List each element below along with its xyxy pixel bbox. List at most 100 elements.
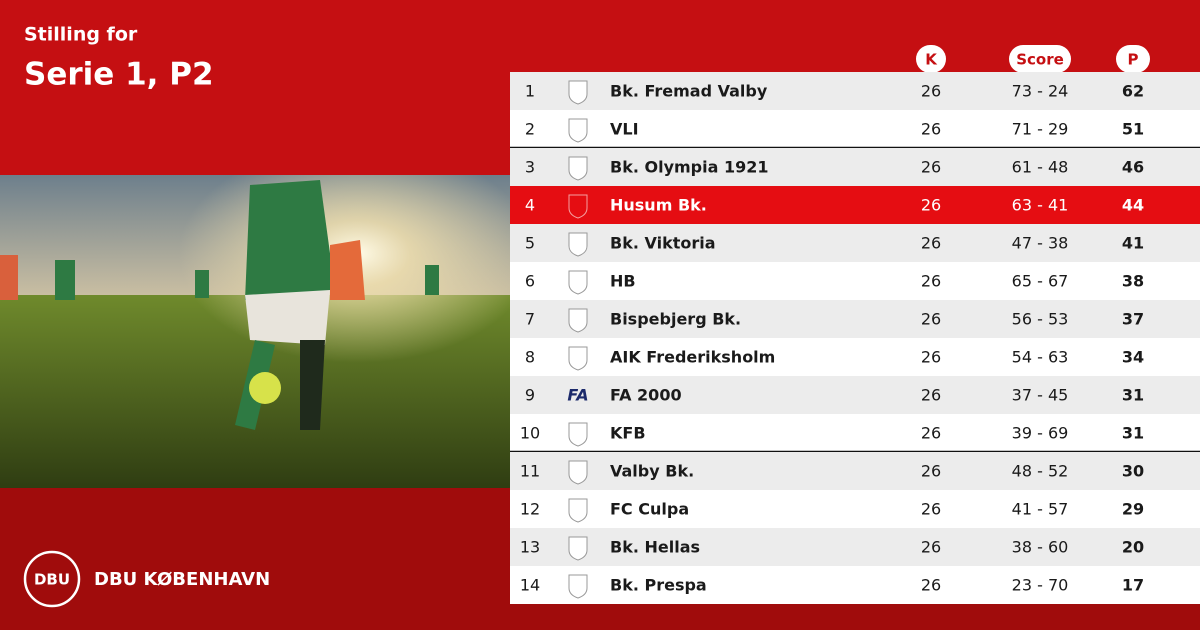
row-background xyxy=(510,72,1200,110)
score: 56 - 53 xyxy=(1012,310,1069,329)
team-name: Bk. Prespa xyxy=(610,576,707,595)
score: 38 - 60 xyxy=(1012,538,1069,557)
club-crest xyxy=(568,156,588,181)
column-pill xyxy=(916,45,946,73)
team-name: Bk. Viktoria xyxy=(610,234,716,253)
score: 71 - 29 xyxy=(1012,120,1069,139)
rank: 12 xyxy=(520,500,540,519)
rank: 8 xyxy=(525,348,535,367)
points: 17 xyxy=(1122,576,1144,595)
team-name: Valby Bk. xyxy=(610,462,694,481)
matches: 26 xyxy=(921,196,941,215)
row-background xyxy=(510,490,1200,528)
score: 65 - 67 xyxy=(1012,272,1069,291)
logo: DBU xyxy=(34,571,70,589)
rank: 6 xyxy=(525,272,535,291)
matches: 26 xyxy=(921,272,941,291)
rank: 2 xyxy=(525,120,535,139)
rank: 1 xyxy=(525,82,535,101)
points: 46 xyxy=(1122,158,1144,177)
matches: 26 xyxy=(921,462,941,481)
score: 48 - 52 xyxy=(1012,462,1069,481)
photo xyxy=(0,175,510,488)
matches: 26 xyxy=(921,538,941,557)
club-crest xyxy=(568,118,588,143)
table-row: 9 FA FA 2000 26 37 - 45 31 xyxy=(510,376,1200,414)
club-crest xyxy=(568,270,588,295)
table-row: 1 Bk. Fremad Valby 26 73 - 24 62 xyxy=(510,72,1200,110)
points: 29 xyxy=(1122,500,1144,519)
rank: 13 xyxy=(520,538,540,557)
brand-name: DBU KØBENHAVN xyxy=(94,569,270,590)
club-crest xyxy=(568,308,588,333)
score: 63 - 41 xyxy=(1012,196,1069,215)
points: 31 xyxy=(1122,424,1144,443)
column-header: Score xyxy=(1016,51,1064,69)
club-crest xyxy=(568,194,588,219)
table-row: 3 Bk. Olympia 1921 26 61 - 48 46 xyxy=(510,148,1200,186)
team-name: AIK Frederiksholm xyxy=(610,348,775,367)
team-name: Bk. Hellas xyxy=(610,538,700,557)
row-background xyxy=(510,338,1200,376)
points: 30 xyxy=(1122,462,1144,481)
score: 39 - 69 xyxy=(1012,424,1069,443)
points: 31 xyxy=(1122,386,1144,405)
team-name: Bispebjerg Bk. xyxy=(610,310,741,329)
table-row: 11 Valby Bk. 26 48 - 52 30 xyxy=(510,452,1200,490)
rank: 3 xyxy=(525,158,535,177)
team-name: FC Culpa xyxy=(610,500,689,519)
table-row: 7 Bispebjerg Bk. 26 56 - 53 37 xyxy=(510,300,1200,338)
table-row: 2 VLI 26 71 - 29 51 xyxy=(510,110,1200,150)
rank: 4 xyxy=(525,196,535,215)
points: 51 xyxy=(1122,120,1144,139)
table-row: 10 KFB 26 39 - 69 31 xyxy=(510,414,1200,454)
row-background xyxy=(510,224,1200,262)
table-row: 14 Bk. Prespa 26 23 - 70 17 xyxy=(510,566,1200,604)
column-pill xyxy=(1116,45,1150,73)
club-crest xyxy=(568,498,588,523)
points: 38 xyxy=(1122,272,1144,291)
table-row: 4 Husum Bk. 26 63 - 41 44 xyxy=(510,186,1200,224)
table-row: 8 AIK Frederiksholm 26 54 - 63 34 xyxy=(510,338,1200,376)
club-crest xyxy=(568,536,588,561)
table-row: 13 Bk. Hellas 26 38 - 60 20 xyxy=(510,528,1200,566)
team-name: FA 2000 xyxy=(610,386,682,405)
rank: 10 xyxy=(520,424,540,443)
score: 37 - 45 xyxy=(1012,386,1069,405)
rank: 14 xyxy=(520,576,540,595)
subtitle: Stilling for xyxy=(24,24,138,46)
matches: 26 xyxy=(921,120,941,139)
rank: 7 xyxy=(525,310,535,329)
row-background xyxy=(510,148,1200,186)
column-header: K xyxy=(925,51,938,69)
club-logo: FA xyxy=(567,386,588,405)
team-name: Husum Bk. xyxy=(610,196,707,215)
score: 47 - 38 xyxy=(1012,234,1069,253)
rank: 9 xyxy=(525,386,535,405)
title: Serie 1, P2 xyxy=(24,57,214,93)
row-background xyxy=(510,262,1200,300)
points: 20 xyxy=(1122,538,1144,557)
score: 54 - 63 xyxy=(1012,348,1069,367)
column-header: P xyxy=(1128,51,1139,69)
matches: 26 xyxy=(921,348,941,367)
matches: 26 xyxy=(921,82,941,101)
score: 61 - 48 xyxy=(1012,158,1069,177)
matches: 26 xyxy=(921,576,941,595)
rank: 5 xyxy=(525,234,535,253)
points: 62 xyxy=(1122,82,1144,101)
row-background xyxy=(510,300,1200,338)
column-pill xyxy=(1009,45,1071,73)
score: 23 - 70 xyxy=(1012,576,1069,595)
row-background xyxy=(510,376,1200,414)
matches: 26 xyxy=(921,234,941,253)
row-background xyxy=(510,414,1200,452)
table-row: 5 Bk. Viktoria 26 47 - 38 41 xyxy=(510,224,1200,262)
team-name: KFB xyxy=(610,424,646,443)
club-crest xyxy=(568,422,588,447)
score: 41 - 57 xyxy=(1012,500,1069,519)
matches: 26 xyxy=(921,158,941,177)
rank: 11 xyxy=(520,462,540,481)
